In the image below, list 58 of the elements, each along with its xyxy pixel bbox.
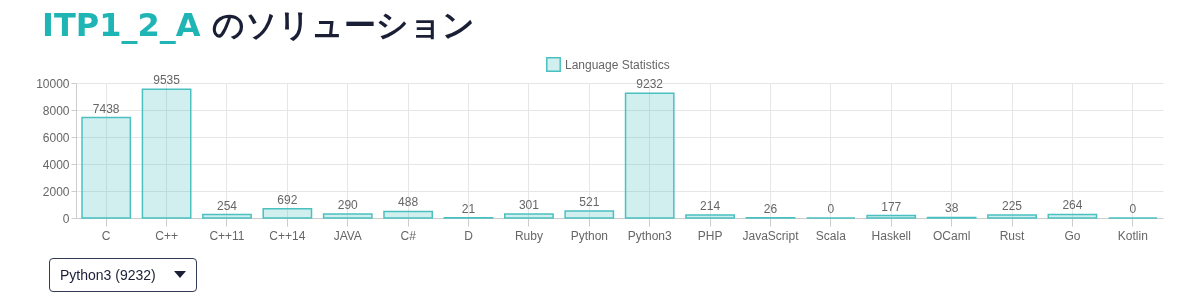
x-tick-label: Kotlin [1117,228,1148,243]
bar [202,213,252,219]
y-tick-label: 8000 [42,103,70,118]
bar [262,207,313,219]
bar [322,213,373,219]
data-label: 21 [461,201,476,216]
data-label: 692 [277,192,298,207]
dropdown: Python3 (9232) [49,258,197,292]
bar [81,116,132,219]
data-label: 9535 [153,73,181,88]
data-label: 26 [763,201,778,216]
x-tick-label: C++ [155,228,178,243]
x-tick-label: C++14 [269,228,306,243]
x-tick-label: OCaml [932,228,971,243]
y-tick-label: 0 [62,211,70,226]
bar [1047,213,1098,219]
bar [987,214,1037,219]
x-tick-label: Haskell [871,228,911,243]
data-label: 0 [1129,202,1137,216]
y-tick-label: 6000 [42,130,70,145]
bar [866,214,917,219]
data-label: 9232 [636,77,664,92]
bar [141,88,192,219]
chart-title: ITP1_2_A のソリューション [42,5,475,46]
x-tick-label: Go [1064,228,1081,243]
x-tick-label: D [464,228,474,243]
x-tick-label: C [101,228,111,243]
data-label: 301 [518,197,540,212]
data-label: 0 [827,202,835,216]
x-tick-label: Scala [815,228,847,243]
data-label: 290 [337,198,359,213]
x-tick-label: Rust [999,228,1026,243]
data-label: 225 [1002,198,1023,213]
data-label: 214 [700,199,721,214]
x-tick-label: JAVA [333,228,362,243]
bar [383,210,434,219]
x-tick-label: Ruby [514,228,543,243]
data-label: 264 [1062,198,1083,213]
y-tick-label: 4000 [42,157,70,172]
data-label: 254 [216,198,238,213]
data-label: 488 [398,195,419,210]
data-label: 521 [579,194,600,209]
x-tick-label: PHP [697,228,723,243]
data-label: 7438 [92,101,120,116]
bar [504,213,554,219]
x-tick-label: Python [570,228,608,243]
data-label: 177 [881,199,902,214]
x-tick-label: Python3 [627,228,673,243]
bar [685,214,735,219]
bar [624,92,675,219]
bar [564,210,615,219]
x-tick-label: JavaScript [742,228,800,243]
data-label: 38 [944,201,959,216]
y-tick-label: 10000 [36,76,70,91]
y-tick-label: 2000 [42,184,70,199]
x-tick-label: C++11 [209,228,245,243]
legend-label: Language Statistics [565,57,670,72]
x-tick-label: C# [400,228,417,243]
